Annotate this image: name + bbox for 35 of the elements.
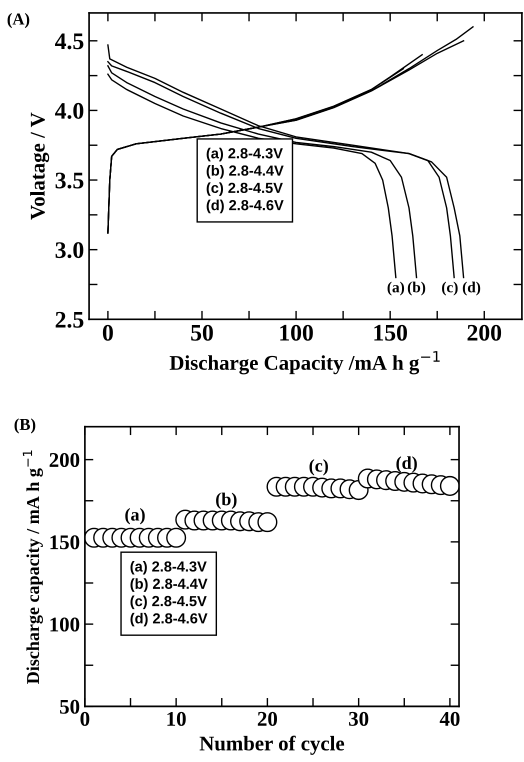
annotation: (d) — [462, 282, 480, 296]
y-tick-label: 50 — [60, 700, 80, 714]
annotation: (a) — [125, 508, 145, 524]
annotation: (a) 2.8-4.3V (b) 2.8-4.4V (c) 2.8-4.5V (d) 2.8-4.6V — [206, 148, 284, 214]
annotation: (c) — [309, 459, 328, 476]
chart-title: (A) — [8, 12, 30, 28]
annotation: (d) — [396, 456, 417, 473]
y-tick-label: 3.5 — [56, 172, 84, 189]
y-tick-label: 200 — [50, 452, 80, 468]
annotation: (a) 2.8-4.3V (b) 2.8-4.4V (c) 2.8-4.5V (d) 2.8-4.6V — [130, 560, 208, 626]
annotation: (b) — [216, 492, 237, 510]
x-tick-label: 20 — [258, 712, 278, 726]
y-axis-title: Volatage / V — [30, 112, 50, 220]
y-tick-label: 2.5 — [56, 312, 84, 328]
x-tick-label: 40 — [440, 712, 460, 726]
x-tick-label: 10 — [167, 712, 186, 726]
x-tick-label: 30 — [349, 712, 368, 726]
x-tick-label: 100 — [280, 324, 313, 341]
y-tick-label: 100 — [50, 617, 80, 632]
annotation: (a) — [388, 282, 404, 296]
x-tick-label: 0 — [80, 712, 90, 726]
x-tick-label: 150 — [374, 324, 407, 341]
annotation: (c) — [442, 282, 458, 296]
x-tick-label: 0 — [102, 324, 113, 341]
chart-title: (B) — [14, 418, 36, 434]
y-tick-label: 150 — [50, 535, 80, 550]
x-axis-title: Discharge Capacity /mA h g$^{−1}$ — [170, 351, 440, 374]
y-axis-title: Discharge capacity / mA h g$^{−1}$ — [22, 450, 43, 684]
y-tick-label: 3.0 — [56, 242, 84, 258]
x-tick-label: 50 — [191, 324, 213, 341]
y-tick-label: 4.0 — [55, 102, 84, 119]
y-tick-label: 4.5 — [55, 33, 84, 50]
annotation: (b) — [408, 282, 426, 296]
x-axis-title: Number of cycle — [200, 736, 344, 755]
x-tick-label: 200 — [468, 324, 502, 341]
